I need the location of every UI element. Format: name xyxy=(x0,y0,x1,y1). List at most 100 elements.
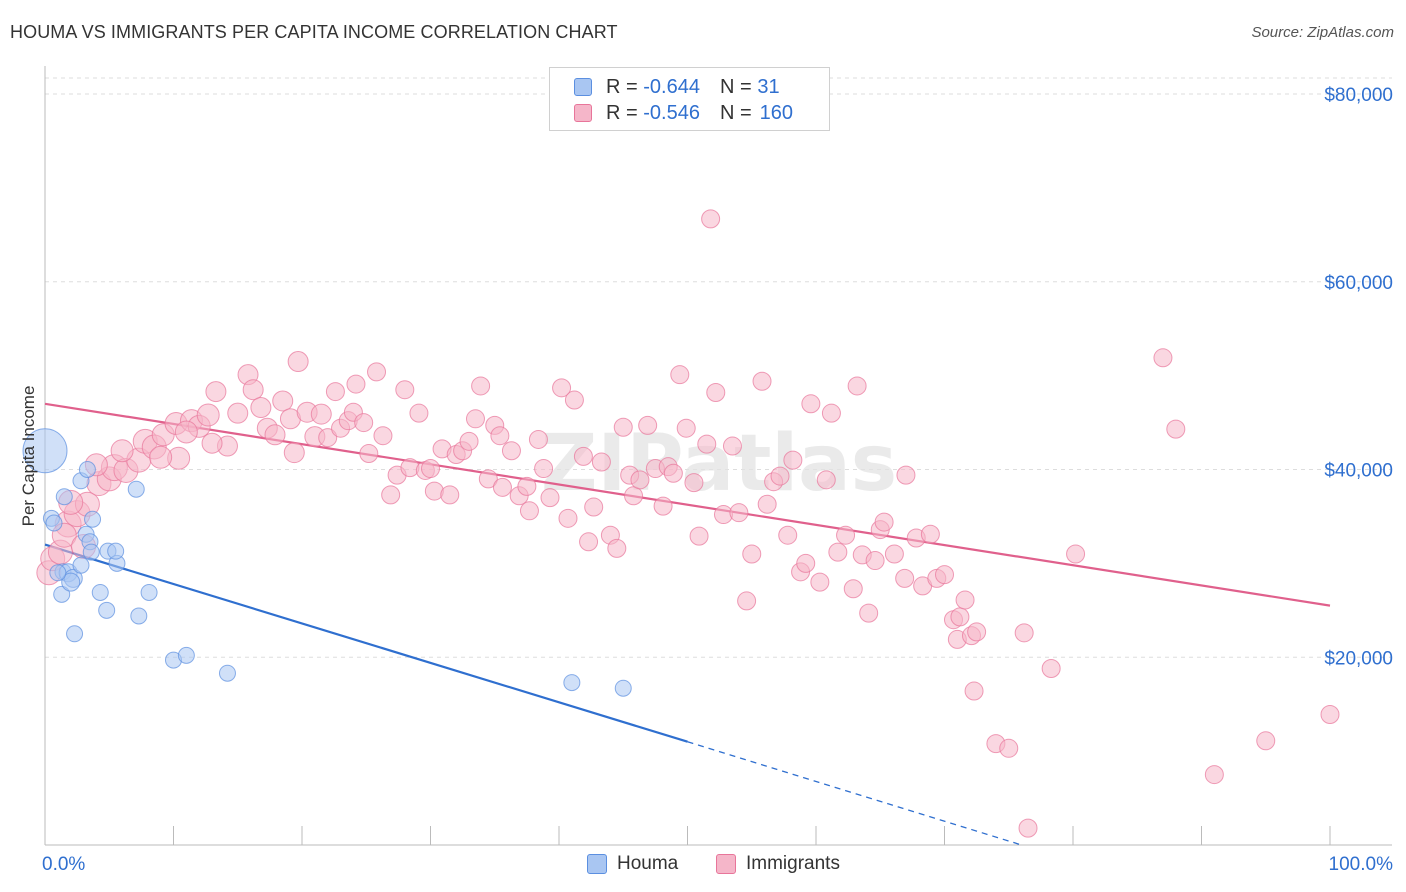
immigrants-point xyxy=(676,418,696,438)
immigrants-trend-line xyxy=(44,402,1331,607)
houma-point xyxy=(22,428,68,474)
immigrants-point xyxy=(318,428,338,448)
immigrants-point xyxy=(552,378,572,398)
immigrants-point xyxy=(706,383,726,403)
immigrants-point xyxy=(816,470,836,490)
immigrants-point xyxy=(770,466,790,486)
immigrants-point xyxy=(613,417,633,437)
immigrants-point xyxy=(534,459,554,479)
y-tick-label: $40,000 xyxy=(1324,461,1393,482)
immigrants-point xyxy=(465,409,485,429)
trend-lines xyxy=(44,402,1331,846)
immigrants-point xyxy=(409,403,429,423)
immigrants-point xyxy=(847,376,867,396)
houma-point xyxy=(82,543,100,561)
houma-point xyxy=(563,674,581,692)
immigrants-point xyxy=(722,436,742,456)
immigrants-point xyxy=(684,473,704,493)
immigrants-point xyxy=(110,439,134,463)
immigrants-swatch xyxy=(574,104,592,122)
immigrants-point xyxy=(174,420,198,444)
immigrants-point xyxy=(287,351,309,373)
immigrants-point xyxy=(325,382,345,402)
n-label: N = xyxy=(719,101,752,124)
immigrants-point xyxy=(519,501,539,521)
immigrants-point xyxy=(964,681,984,701)
houma-point xyxy=(177,646,195,664)
immigrants-point xyxy=(935,565,954,585)
immigrants-point xyxy=(859,603,879,623)
immigrants-point xyxy=(421,459,440,479)
n-value: 160 xyxy=(759,101,794,124)
y-tick-label: $60,000 xyxy=(1324,273,1393,294)
immigrants-point xyxy=(689,526,709,546)
immigrants-point xyxy=(579,532,599,552)
immigrants-point xyxy=(778,525,798,545)
immigrants-point xyxy=(478,469,498,489)
immigrants-point xyxy=(564,390,584,410)
immigrants-point xyxy=(501,441,521,461)
immigrants-point xyxy=(471,376,491,396)
immigrants-point xyxy=(999,738,1019,758)
r-value: -0.546 xyxy=(643,101,700,124)
legend-row-houma: R = -0.644 N = 31 xyxy=(574,76,780,98)
immigrants-point xyxy=(373,426,393,446)
immigrants-point xyxy=(1153,348,1173,368)
r-value: -0.644 xyxy=(643,75,700,98)
immigrants-point xyxy=(573,446,593,466)
immigrants-point xyxy=(250,397,272,419)
stats-legend: R = -0.644 N = 31 R = -0.546 N = 160 xyxy=(549,67,830,131)
chart-title: HOUMA VS IMMIGRANTS PER CAPITA INCOME CO… xyxy=(10,22,618,42)
houma-point xyxy=(53,585,71,603)
immigrants-point xyxy=(584,497,604,517)
immigrants-point xyxy=(149,445,173,469)
immigrants-point xyxy=(201,432,223,454)
y-axis-label: Per Capita Income xyxy=(19,386,38,527)
immigrants-point xyxy=(459,431,479,451)
y-tick-label: $20,000 xyxy=(1324,648,1393,669)
bottom-legend-immigrants: Immigrants xyxy=(716,852,840,876)
immigrants-point xyxy=(1256,731,1276,751)
immigrants-point xyxy=(697,434,717,454)
legend-row-immigrants: R = -0.546 N = 160 xyxy=(574,102,793,124)
immigrants-point xyxy=(967,622,987,642)
immigrants-point xyxy=(607,538,627,558)
immigrants-point xyxy=(630,470,650,490)
houma-swatch xyxy=(587,854,607,874)
immigrants-point xyxy=(828,542,848,562)
immigrants-point xyxy=(663,463,683,483)
immigrants-point xyxy=(1066,544,1086,564)
immigrants-point xyxy=(737,591,757,611)
houma-point xyxy=(49,564,67,582)
immigrants-swatch xyxy=(716,854,736,874)
immigrants-point xyxy=(1204,765,1224,785)
houma-point xyxy=(130,607,148,625)
immigrants-point xyxy=(624,486,644,506)
r-label: R = xyxy=(606,75,638,98)
houma-trend-line xyxy=(44,543,688,743)
immigrants-point xyxy=(242,379,264,401)
immigrants-point xyxy=(821,403,841,423)
immigrants-point xyxy=(381,485,401,505)
houma-point xyxy=(61,572,81,592)
houma-point xyxy=(107,542,125,560)
bottom-legend-label: Immigrants xyxy=(746,853,840,874)
immigrants-point xyxy=(701,209,721,229)
source-label: Source: ZipAtlas.com xyxy=(1251,24,1394,41)
houma-point xyxy=(140,583,158,601)
houma-point xyxy=(127,480,145,498)
immigrants-point xyxy=(367,362,387,382)
immigrants-point xyxy=(836,525,856,545)
immigrants-point xyxy=(528,429,548,449)
houma-point xyxy=(91,583,109,601)
immigrants-point xyxy=(440,485,460,505)
immigrants-point xyxy=(492,477,512,497)
immigrants-point xyxy=(950,607,970,627)
immigrants-point xyxy=(1320,705,1340,725)
immigrants-point xyxy=(874,512,894,532)
immigrants-point xyxy=(272,390,294,412)
immigrants-point xyxy=(653,496,673,516)
immigrants-point xyxy=(752,371,772,391)
immigrants-point xyxy=(1041,659,1061,679)
